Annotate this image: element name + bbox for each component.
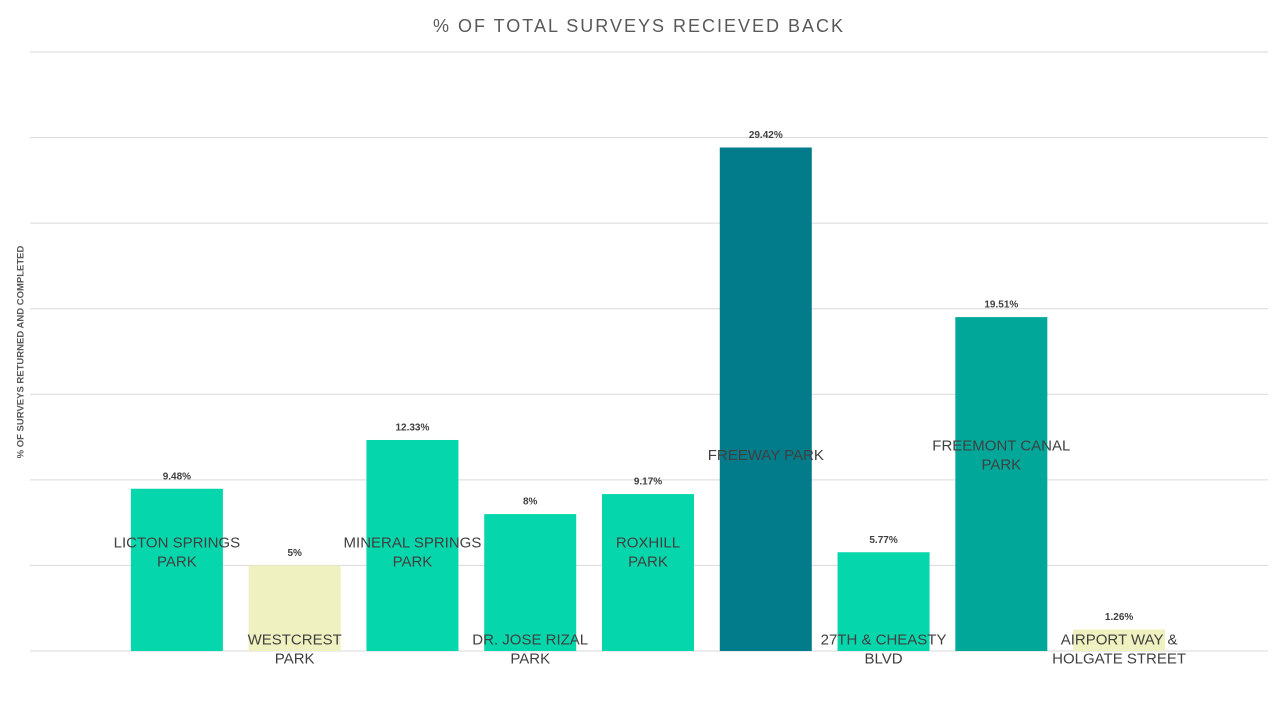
category-label: FREEMONT CANAL PARK xyxy=(932,437,1070,473)
category-label: FREEWAY PARK xyxy=(708,447,824,464)
data-label: 19.51% xyxy=(984,300,1018,311)
data-label: 9.48% xyxy=(163,471,191,482)
data-label: 1.26% xyxy=(1105,612,1133,623)
bar xyxy=(130,488,223,651)
category-label: DR. JOSE RIZAL PARK xyxy=(472,631,588,667)
bar xyxy=(837,552,930,651)
category-label: WESTCREST PARK xyxy=(248,631,342,667)
data-label: 8% xyxy=(523,497,538,508)
category-label: 27TH & CHEASTY BLVD xyxy=(821,631,947,667)
data-label: 9.17% xyxy=(634,477,662,488)
chart-title: % OF TOTAL SURVEYS RECIEVED BACK xyxy=(433,16,845,36)
data-label: 12.33% xyxy=(395,423,429,434)
data-label: 29.42% xyxy=(749,130,783,141)
data-label: 5% xyxy=(287,548,302,559)
category-label: AIRPORT WAY & HOLGATE STREET xyxy=(1052,631,1186,667)
category-label: MINERAL SPRINGS PARK xyxy=(344,534,482,570)
category-label: ROXHILL PARK xyxy=(616,534,680,570)
bar xyxy=(248,565,341,651)
bar xyxy=(955,317,1048,651)
bar xyxy=(366,439,459,651)
data-label: 5.77% xyxy=(869,535,897,546)
bar xyxy=(484,514,577,651)
y-axis-title: % OF SURVEYS RETURNED AND COMPLETED xyxy=(16,246,27,459)
bar xyxy=(719,147,812,651)
bar xyxy=(1073,629,1166,651)
category-label: LICTON SPRINGS PARK xyxy=(114,534,240,570)
bar xyxy=(602,494,694,651)
